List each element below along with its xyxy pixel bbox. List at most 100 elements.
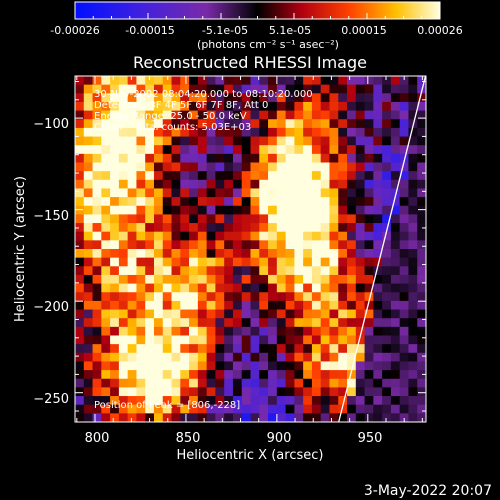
heatmap-cell: [189, 404, 199, 414]
heatmap-cell: [364, 413, 374, 422]
heatmap-cell: [241, 404, 252, 414]
heatmap-cell: [101, 326, 111, 337]
heatmap-cell: [206, 162, 217, 172]
heatmap-cell: [101, 214, 111, 224]
heatmap-cell: [162, 396, 173, 406]
heatmap-cell: [83, 84, 94, 94]
x-tick-label-800: 800: [85, 431, 110, 446]
heatmap-cell: [118, 300, 129, 311]
heatmap-cell: [364, 179, 374, 190]
heatmap-cell: [215, 335, 225, 345]
heatmap-cell: [136, 136, 146, 146]
heatmap-cell: [408, 396, 418, 406]
heatmap-cell: [206, 136, 217, 146]
heatmap-cell: [189, 387, 199, 397]
heatmap-cell: [329, 205, 339, 215]
heatmap-cell: [355, 378, 366, 388]
heatmap-cell: [83, 93, 94, 103]
heatmap-cell: [347, 162, 357, 172]
heatmap-cell: [382, 413, 392, 422]
heatmap-cell: [355, 84, 366, 94]
heatmap-cell: [364, 396, 374, 406]
heatmap-cell: [232, 179, 243, 190]
heatmap-cell: [136, 404, 146, 414]
heatmap-cell: [329, 214, 339, 224]
heatmap-cell: [92, 101, 102, 112]
heatmap-cell: [259, 223, 269, 233]
heatmap-cell: [171, 361, 181, 371]
heatmap-cell: [180, 378, 190, 388]
heatmap-cell: [215, 84, 225, 94]
heatmap-cell: [153, 274, 164, 285]
heatmap-cell: [101, 300, 111, 311]
heatmap-cell: [408, 249, 418, 259]
heatmap-cell: [75, 378, 85, 388]
heatmap-cell: [224, 127, 234, 138]
heatmap-cell: [311, 153, 322, 164]
heatmap-cell: [303, 300, 313, 311]
heatmap-cell: [136, 179, 146, 190]
heatmap-cell: [189, 162, 199, 172]
heatmap-cell: [373, 240, 383, 250]
heatmap-cell: [382, 404, 392, 414]
heatmap-cell: [338, 223, 348, 233]
heatmap-cell: [276, 93, 287, 103]
heatmap-cell: [197, 93, 208, 103]
heatmap-cell: [215, 370, 225, 380]
heatmap-cell: [171, 119, 181, 129]
heatmap-cell: [399, 361, 410, 371]
heatmap-cell: [329, 396, 339, 406]
heatmap-cell: [329, 274, 339, 285]
heatmap-cell: [118, 223, 129, 233]
heatmap-cell: [110, 162, 120, 172]
heatmap-cell: [110, 101, 120, 112]
heatmap-cell: [364, 240, 374, 250]
heatmap-cell: [162, 335, 173, 345]
heatmap-cell: [232, 197, 243, 207]
heatmap-cell: [408, 370, 418, 380]
heatmap-cell: [224, 171, 234, 181]
heatmap-cell: [241, 179, 252, 190]
heatmap-cell: [268, 404, 278, 414]
heatmap-cell: [355, 76, 366, 86]
heatmap-cell: [153, 76, 164, 86]
heatmap-cell: [75, 153, 85, 164]
heatmap-cell: [162, 84, 173, 94]
heatmap-cell: [92, 214, 102, 224]
heatmap-cell: [232, 396, 243, 406]
heatmap-cell: [224, 274, 234, 285]
heatmap-cell: [180, 145, 190, 155]
heatmap-cell: [303, 136, 313, 146]
heatmap-cell: [118, 240, 129, 250]
heatmap-cell: [399, 205, 410, 215]
heatmap-cell: [171, 84, 181, 94]
heatmap-cell: [382, 153, 392, 164]
heatmap-cell: [399, 352, 410, 363]
heatmap-cell: [232, 283, 243, 293]
heatmap-cell: [171, 274, 181, 285]
heatmap-cell: [189, 309, 199, 319]
heatmap-cell: [101, 361, 111, 371]
heatmap-cell: [224, 326, 234, 337]
heatmap-cell: [75, 361, 85, 371]
heatmap-cell: [153, 153, 164, 164]
heatmap-cell: [189, 370, 199, 380]
heatmap-cell: [347, 119, 357, 129]
heatmap-cell: [390, 378, 401, 388]
heatmap-cell: [153, 370, 164, 380]
heatmap-cell: [92, 318, 102, 328]
heatmap-cell: [232, 231, 243, 241]
heatmap-cell: [355, 404, 366, 414]
heatmap-cell: [127, 396, 138, 406]
heatmap-cell: [364, 205, 374, 215]
heatmap-cell: [347, 378, 357, 388]
heatmap-cell: [399, 162, 410, 172]
heatmap-cell: [250, 257, 260, 267]
heatmap-cell: [382, 231, 392, 241]
heatmap-cell: [294, 179, 304, 190]
heatmap-cell: [189, 300, 199, 311]
heatmap-cell: [241, 378, 252, 388]
heatmap-cell: [294, 378, 304, 388]
heatmap-cell: [390, 257, 401, 267]
heatmap-cell: [83, 76, 94, 86]
